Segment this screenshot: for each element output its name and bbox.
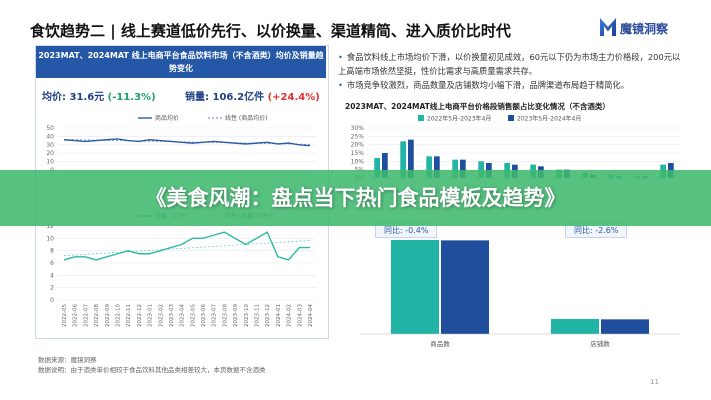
y-tick-label: 10 [46, 159, 54, 166]
trend-line [63, 240, 311, 257]
bar [400, 141, 406, 178]
data-line [63, 231, 310, 261]
banner: 《美食风潮：盘点当下热门食品模板及趋势》 [0, 170, 711, 226]
y-tick-label: 15% [351, 150, 365, 157]
y-tick-label: 12 [46, 223, 54, 230]
bar [426, 156, 432, 178]
x-tick-label: 商品数 [430, 339, 450, 348]
bar [441, 240, 489, 334]
y-tick-label: 50 [46, 125, 54, 132]
bar [460, 159, 466, 178]
bar [382, 153, 388, 178]
x-tick-label: 2022-12 [137, 304, 143, 327]
x-tick-label: 2023-04 [180, 304, 186, 327]
x-tick-label: 2022-08 [94, 304, 100, 327]
bar [478, 161, 484, 178]
y-tick-label: 0 [50, 297, 54, 304]
x-tick-label: 2024-01 [276, 304, 282, 327]
legend-swatch [418, 115, 424, 121]
y-tick-label: 25% [351, 133, 365, 140]
logo-text: 魔镜洞察 [620, 22, 669, 36]
x-tick-label: 2023-02 [158, 304, 164, 327]
x-tick-label: 2024-02 [287, 304, 293, 327]
kpi-label: 销量: [185, 92, 209, 103]
bar [551, 318, 599, 334]
x-tick-label: 店铺数 [590, 339, 610, 348]
kpi-change: (+24.4%) [267, 92, 320, 103]
slide-title: 食饮趋势二 | 线上赛道低价先行、以价换量、渠道精简、进入质价比时代 [30, 22, 511, 40]
x-tick-label: 2023-01 [148, 304, 154, 327]
kpi-change: (-11.3%) [107, 92, 156, 103]
y-tick-label: 20% [351, 142, 365, 149]
y-tick-label: 30% [351, 125, 365, 132]
bar [391, 240, 439, 334]
kpi-value: 106.2亿件 [212, 92, 265, 103]
chart: 024681012销量（亿件）线性 (销量(亿件))2022-052022-06… [46, 212, 316, 327]
footer-note: 数据说明：由于酒类单价相较于食品饮料其他品类相差较大，本页数据不含酒类 [38, 366, 266, 374]
chart: 商品数 店铺数 [360, 240, 680, 348]
x-tick-label: 2023-03 [169, 304, 175, 327]
bullet: 市场竞争较激烈，商品数量及店铺数均小幅下滑，品牌渠道布局趋于精简化。 [338, 78, 688, 92]
x-tick-label: 2022-05 [62, 304, 68, 327]
x-tick-label: 2023-11 [255, 304, 261, 327]
bar [374, 158, 380, 178]
x-tick-label: 2023-09 [233, 304, 239, 327]
legend-label: 商品均价 [155, 114, 179, 122]
logo-icon [600, 18, 616, 36]
y-tick-label: 2 [50, 285, 54, 292]
bullet: 食品饮料线上市场均价下滑，以价换量初见成效，60元以下仍为市场主力价格段，200… [338, 50, 688, 78]
x-tick-label: 2023-05 [190, 304, 196, 327]
page-number: 11 [650, 378, 659, 386]
bar [452, 159, 458, 178]
chart-title: 2023MAT、2024MAT线上电商平台价格段销售额占比变化情况（不含酒类） [345, 102, 610, 111]
kpi-value: 31.6元 [69, 92, 105, 103]
legend-label: 线性 (商品均价) [225, 114, 268, 122]
panel-title: 2023MAT、2024MAT 线上电商平台食品饮料市场（不含酒类）均价及销量趋… [36, 46, 326, 78]
footer-source: 数据来源：魔镜洞察 [38, 356, 97, 364]
legend-label: 2023年5月-2024年4月 [517, 115, 581, 123]
bar [408, 139, 414, 178]
chart: 01020304050商品均价线性 (商品均价) [46, 114, 316, 174]
y-tick-label: 30 [46, 142, 54, 149]
bullet-list: 食品饮料线上市场均价下滑，以价换量初见成效，60元以下仍为市场主力价格段，200… [338, 50, 688, 92]
x-tick-label: 2023-10 [244, 304, 250, 327]
x-tick-label: 2023-12 [265, 304, 271, 327]
x-tick-label: 2024-04 [308, 304, 314, 327]
x-tick-label: 2023-06 [201, 304, 207, 327]
y-tick-label: 6 [50, 260, 54, 267]
x-tick-label: 2022-07 [83, 304, 89, 327]
y-tick-label: 10 [46, 235, 54, 242]
y-tick-label: 20 [46, 150, 54, 157]
x-tick-label: 2022-11 [126, 304, 132, 327]
x-tick-label: 2022-10 [115, 304, 121, 327]
trend-line [63, 139, 311, 145]
y-tick-label: 4 [50, 272, 54, 279]
kpi-label: 均价: [42, 92, 66, 103]
x-tick-label: 2022-06 [73, 304, 79, 327]
x-tick-label: 2023-07 [212, 304, 218, 327]
bar [434, 156, 440, 178]
y-tick-label: 8 [50, 248, 54, 255]
kpi: 销量: 106.2亿件 (+24.4%) [185, 88, 320, 103]
bar [601, 319, 649, 334]
x-tick-label: 2023-08 [222, 304, 228, 327]
x-tick-label: 2022-09 [105, 304, 111, 327]
x-tick-label: 2024-03 [297, 304, 303, 327]
kpi: 均价: 31.6元 (-11.3%) [42, 88, 156, 103]
legend-label: 2022年5月-2023年4月 [427, 115, 491, 123]
y-tick-label: 10% [351, 158, 365, 165]
data-line [63, 138, 311, 147]
y-tick-label: 40 [46, 133, 54, 140]
legend-swatch [508, 115, 514, 121]
